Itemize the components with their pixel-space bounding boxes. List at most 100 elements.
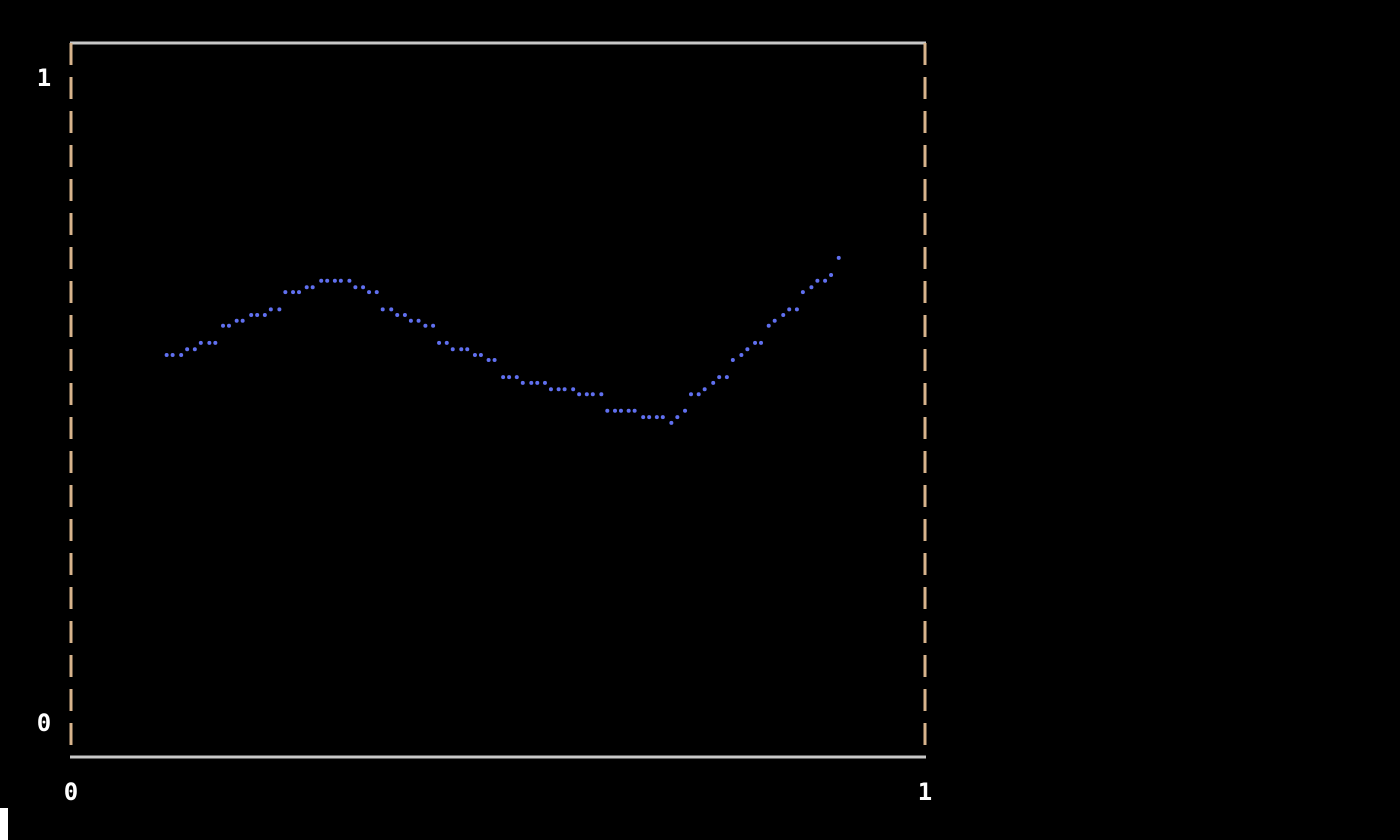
data-point bbox=[325, 278, 330, 283]
x-tick-label-min: 0 bbox=[64, 778, 78, 806]
data-point bbox=[529, 380, 534, 385]
data-point bbox=[584, 392, 589, 397]
data-point bbox=[437, 340, 442, 345]
data-point bbox=[450, 347, 455, 352]
data-point bbox=[571, 387, 576, 392]
data-point bbox=[255, 313, 260, 318]
data-point bbox=[590, 392, 595, 397]
data-point bbox=[170, 353, 175, 358]
data-point bbox=[492, 358, 497, 363]
data-point bbox=[836, 255, 841, 260]
data-point bbox=[548, 387, 553, 392]
data-point bbox=[766, 323, 771, 328]
data-point bbox=[297, 290, 302, 295]
data-point bbox=[660, 415, 665, 420]
data-point bbox=[800, 290, 805, 295]
data-point bbox=[815, 278, 820, 283]
data-point bbox=[416, 318, 421, 323]
data-point bbox=[599, 392, 604, 397]
y-tick-label-min: 0 bbox=[37, 709, 51, 737]
x-tick-label-max: 1 bbox=[918, 778, 932, 806]
data-point bbox=[332, 278, 337, 283]
data-point bbox=[459, 347, 464, 352]
data-point bbox=[520, 380, 525, 385]
data-point bbox=[772, 318, 777, 323]
data-point bbox=[507, 375, 512, 380]
data-point bbox=[262, 313, 267, 318]
data-point bbox=[338, 278, 343, 283]
data-points bbox=[164, 255, 841, 425]
data-point bbox=[221, 323, 226, 328]
data-point bbox=[626, 408, 631, 413]
data-point bbox=[240, 318, 245, 323]
data-point bbox=[207, 340, 212, 345]
data-point bbox=[542, 380, 547, 385]
data-point bbox=[347, 278, 352, 283]
data-point bbox=[402, 313, 407, 318]
data-point bbox=[753, 340, 758, 345]
data-point bbox=[310, 285, 315, 290]
data-point bbox=[179, 353, 184, 358]
data-point bbox=[647, 415, 652, 420]
data-point bbox=[249, 313, 254, 318]
data-point bbox=[478, 353, 483, 358]
data-point bbox=[192, 347, 197, 352]
data-point bbox=[268, 307, 273, 312]
data-point bbox=[283, 290, 288, 295]
data-point bbox=[226, 323, 231, 328]
terminal-cursor bbox=[0, 808, 8, 840]
data-point bbox=[683, 408, 688, 413]
data-point bbox=[794, 307, 799, 312]
data-point bbox=[423, 323, 428, 328]
data-point bbox=[501, 375, 506, 380]
data-point bbox=[823, 278, 828, 283]
data-point bbox=[304, 285, 309, 290]
data-point bbox=[717, 375, 722, 380]
data-point bbox=[486, 358, 491, 363]
data-point bbox=[669, 420, 674, 425]
data-point bbox=[514, 375, 519, 380]
data-point bbox=[612, 408, 617, 413]
data-point bbox=[367, 290, 372, 295]
data-point bbox=[632, 408, 637, 413]
data-point bbox=[739, 353, 744, 358]
data-point bbox=[787, 307, 792, 312]
data-point bbox=[730, 358, 735, 363]
data-point bbox=[198, 340, 203, 345]
data-point bbox=[380, 307, 385, 312]
data-point bbox=[556, 387, 561, 392]
data-point bbox=[675, 415, 680, 420]
data-point bbox=[745, 347, 750, 352]
data-point bbox=[605, 408, 610, 413]
data-point bbox=[781, 313, 786, 318]
data-point bbox=[234, 318, 239, 323]
data-point bbox=[164, 353, 169, 358]
data-point bbox=[319, 278, 324, 283]
data-point bbox=[465, 347, 470, 352]
data-point bbox=[724, 375, 729, 380]
data-point bbox=[759, 340, 764, 345]
data-point bbox=[689, 392, 694, 397]
data-point bbox=[654, 415, 659, 420]
data-point bbox=[185, 347, 190, 352]
data-point bbox=[389, 307, 394, 312]
data-point bbox=[431, 323, 436, 328]
data-point bbox=[641, 415, 646, 420]
data-point bbox=[213, 340, 218, 345]
data-point bbox=[277, 307, 282, 312]
data-point bbox=[618, 408, 623, 413]
data-point bbox=[353, 285, 358, 290]
data-point bbox=[809, 285, 814, 290]
data-point bbox=[711, 380, 716, 385]
data-point bbox=[562, 387, 567, 392]
data-point bbox=[374, 290, 379, 295]
y-tick-label-max: 1 bbox=[37, 64, 51, 92]
data-point bbox=[444, 340, 449, 345]
data-point bbox=[472, 353, 477, 358]
data-point bbox=[395, 313, 400, 318]
data-point bbox=[408, 318, 413, 323]
data-point bbox=[696, 392, 701, 397]
data-point bbox=[702, 387, 707, 392]
data-point bbox=[829, 273, 834, 278]
